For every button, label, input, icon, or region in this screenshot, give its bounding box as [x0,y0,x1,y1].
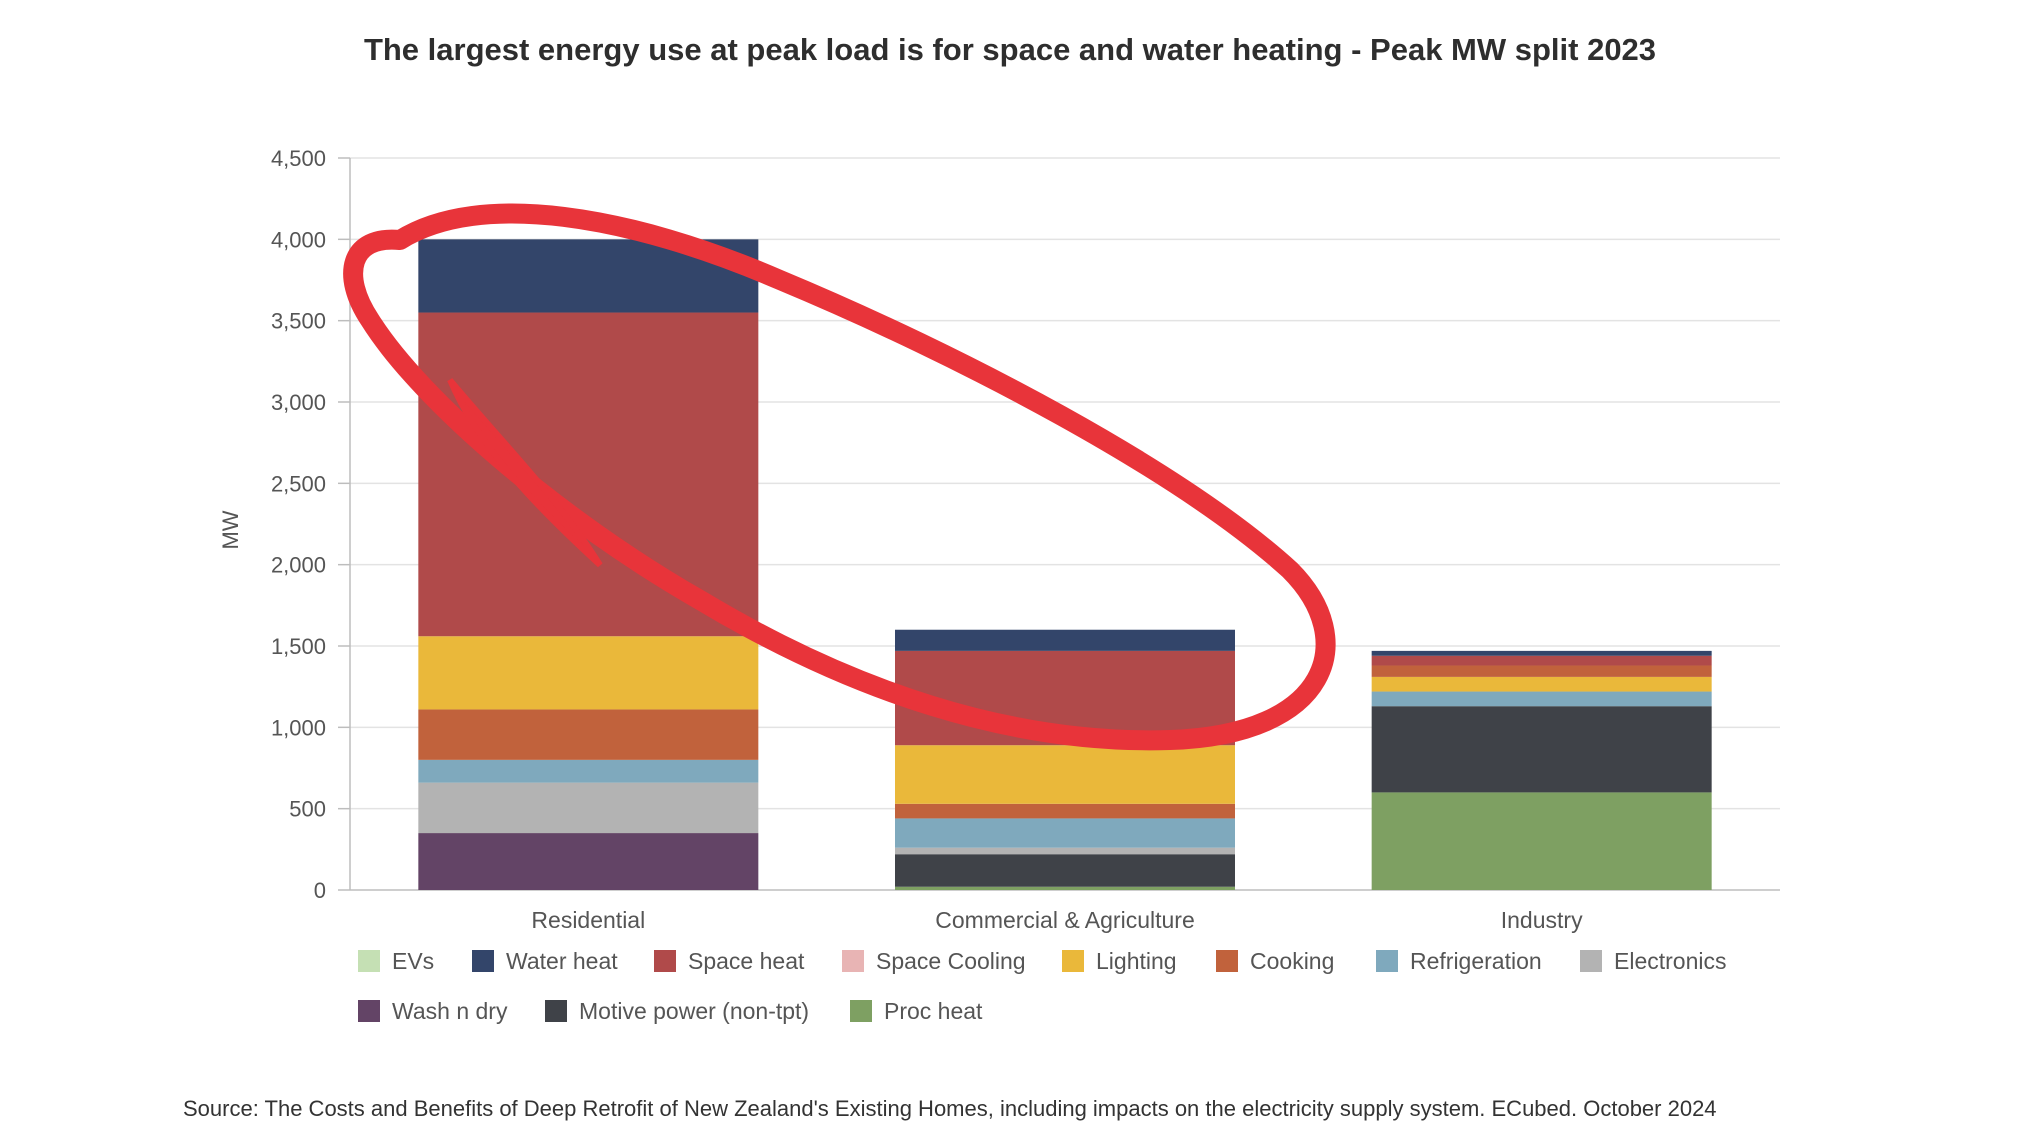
legend-label: Water heat [506,948,618,974]
legend-swatch [842,950,864,972]
legend-label: Proc heat [884,998,983,1024]
legend-swatch [1062,950,1084,972]
bar-segment-cooking [418,709,759,760]
y-tick-label: 4,500 [271,146,326,171]
y-tick-label: 0 [314,878,326,903]
bar-segment-lighting [1371,676,1712,692]
legend-item: Space heat [654,948,805,974]
bar-segment-space-heat [1371,655,1712,666]
bar-segment-proc-heat [895,886,1235,890]
legend-label: Electronics [1614,948,1726,974]
bar-segment-proc-heat [1371,792,1712,890]
source-note: Source: The Costs and Benefits of Deep R… [183,1096,1717,1121]
highlight-ellipse-stroke [343,203,1336,751]
legend-label: Space Cooling [876,948,1026,974]
y-tick-label: 3,500 [271,309,326,334]
legend-swatch [654,950,676,972]
legend-label: Wash n dry [392,998,508,1024]
legend-swatch [850,1000,872,1022]
legend-label: EVs [392,948,434,974]
legend-item: Wash n dry [358,998,508,1024]
bar-segment-refrigeration [895,818,1235,848]
chart-title: The largest energy use at peak load is f… [364,32,1656,67]
legend-swatch [1216,950,1238,972]
legend-item: Electronics [1580,948,1726,974]
bar-segment-space-heat [418,312,759,637]
bar-segment-electronics [895,847,1235,855]
legend-item: Proc heat [850,998,983,1024]
y-tick-labels: 0 500 1,000 1,500 2,000 2,500 3,000 3,500 4,000 4… [271,146,326,903]
bar-segment-wash-n-dry [418,833,759,890]
bar-segment-cooking [895,803,1235,819]
bar-segment-water-heat [895,629,1235,651]
legend-swatch [472,950,494,972]
legend-item: Cooking [1216,948,1334,974]
bar-segment-lighting [418,636,759,710]
category-label: Industry [1501,907,1583,933]
legend: EVs Water heat Space heat Space Cooling Ligh… [358,948,1726,1024]
y-tick-label: 4,000 [271,227,326,252]
y-tick-label: 500 [289,797,326,822]
bar-segment-refrigeration [1371,691,1712,707]
legend-swatch [358,950,380,972]
category-label: Residential [531,907,645,933]
bar-segment-motive-power-non-tpt [895,854,1235,887]
y-axis-label: MW [218,510,243,549]
y-tick-label: 1,000 [271,715,326,740]
bar-segment-refrigeration [418,759,759,783]
legend-swatch [1376,950,1398,972]
legend-label: Refrigeration [1410,948,1542,974]
bar-segment-electronics [418,782,759,834]
legend-item: Refrigeration [1376,948,1542,974]
red-ellipse-highlight [343,203,1336,751]
legend-swatch [545,1000,567,1022]
category-label: Commercial & Agriculture [935,907,1194,933]
category-labels: Residential Commercial & Agriculture Indus… [531,907,1583,933]
highlight-swoosh-tail [447,378,603,568]
bar-segment-water-heat [1371,650,1712,656]
bar-segment-motive-power-non-tpt [1371,706,1712,793]
legend-label: Space heat [688,948,805,974]
y-tick-label: 3,000 [271,390,326,415]
legend-swatch [1580,950,1602,972]
y-tick-label: 2,500 [271,471,326,496]
legend-item: Space Cooling [842,948,1026,974]
y-tick-label: 2,000 [271,553,326,578]
legend-item: EVs [358,948,434,974]
legend-swatch [358,1000,380,1022]
legend-label: Lighting [1096,948,1177,974]
legend-item: Lighting [1062,948,1177,974]
legend-label: Cooking [1250,948,1334,974]
stacked-bars [418,239,1712,890]
legend-item: Motive power (non-tpt) [545,998,809,1024]
y-tick-label: 1,500 [271,634,326,659]
legend-label: Motive power (non-tpt) [579,998,809,1024]
legend-item: Water heat [472,948,618,974]
bar-segment-lighting [895,745,1235,804]
bar-segment-cooking [1371,665,1712,677]
